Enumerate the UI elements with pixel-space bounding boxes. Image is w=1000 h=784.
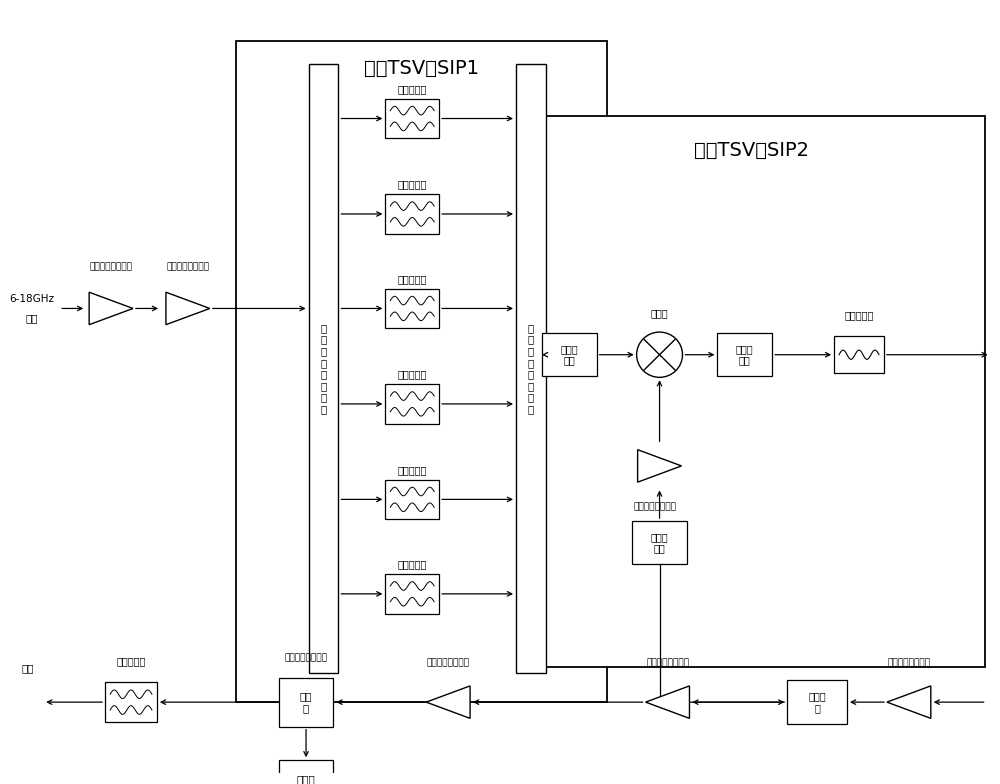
Bar <box>787 681 847 724</box>
Bar <box>518 115 985 666</box>
Bar <box>385 480 439 519</box>
Bar <box>717 333 772 376</box>
Circle shape <box>637 332 682 377</box>
Bar <box>385 574 439 614</box>
Bar <box>385 99 439 138</box>
Bar <box>309 64 338 673</box>
Text: 第七滤波器: 第七滤波器 <box>844 310 874 321</box>
Polygon shape <box>166 292 210 325</box>
Text: 第
二
单
刀
多
掷
开
关: 第 二 单 刀 多 掷 开 关 <box>528 323 534 414</box>
Text: 第六滤波器: 第六滤波器 <box>398 559 427 569</box>
Text: 混频器: 混频器 <box>651 308 668 318</box>
Polygon shape <box>426 686 470 718</box>
Text: 第六低噪声放大器: 第六低噪声放大器 <box>285 653 328 662</box>
Text: 功分
器: 功分 器 <box>300 691 312 713</box>
Text: 第一低噪声放大器: 第一低噪声放大器 <box>90 263 133 271</box>
Bar <box>236 41 607 702</box>
Bar <box>385 384 439 423</box>
Text: 数控衰
减: 数控衰 减 <box>808 691 826 713</box>
Text: 基于TSV的SIP1: 基于TSV的SIP1 <box>364 59 479 78</box>
Text: 第一衰
减器: 第一衰 减器 <box>560 344 578 365</box>
Text: 第六低噪声放大器: 第六低噪声放大器 <box>427 659 470 667</box>
Text: 检波器: 检波器 <box>297 774 315 784</box>
Text: 输出: 输出 <box>21 662 34 673</box>
Text: 第二低噪声放大器: 第二低噪声放大器 <box>166 263 209 271</box>
Text: 第四滤波器: 第四滤波器 <box>398 369 427 379</box>
Polygon shape <box>887 686 931 718</box>
Text: 第五低噪声放大器: 第五低噪声放大器 <box>646 659 689 667</box>
Bar <box>516 64 546 673</box>
Text: 6-18GHz: 6-18GHz <box>9 294 54 303</box>
Bar <box>542 333 597 376</box>
Text: 第三衰
减器: 第三衰 减器 <box>736 344 754 365</box>
Text: 输入: 输入 <box>25 314 38 323</box>
Polygon shape <box>646 686 689 718</box>
Text: 第
一
单
刀
多
掷
开
关: 第 一 单 刀 多 掷 开 关 <box>320 323 327 414</box>
Bar <box>385 289 439 328</box>
Bar <box>279 760 333 784</box>
Text: 第三低噪声放大器: 第三低噪声放大器 <box>633 503 676 512</box>
Text: 第二衰
减器: 第二衰 减器 <box>651 532 668 554</box>
Text: 第八滤波器: 第八滤波器 <box>116 655 146 666</box>
Polygon shape <box>89 292 133 325</box>
Bar <box>279 677 333 727</box>
Text: 基于TSV的SIP2: 基于TSV的SIP2 <box>694 140 809 159</box>
Text: 第四低噪声放大器: 第四低噪声放大器 <box>887 659 930 667</box>
Text: 第五滤波器: 第五滤波器 <box>398 465 427 475</box>
Text: 第三滤波器: 第三滤波器 <box>398 274 427 284</box>
Text: 第二滤波器: 第二滤波器 <box>398 180 427 190</box>
Polygon shape <box>638 450 681 482</box>
Bar <box>105 682 157 722</box>
Bar <box>632 521 687 564</box>
Bar <box>385 194 439 234</box>
Bar <box>834 336 884 373</box>
Text: 第一滤波器: 第一滤波器 <box>398 84 427 94</box>
